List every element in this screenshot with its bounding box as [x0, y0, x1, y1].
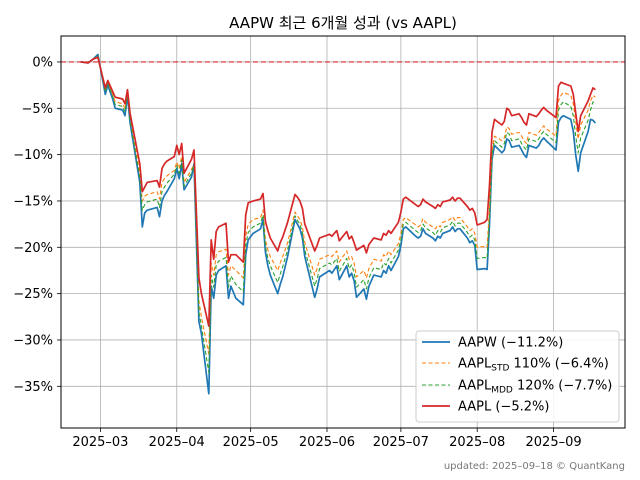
- chart-title: AAPW 최근 6개월 성과 (vs AAPL): [229, 14, 457, 32]
- legend-box: [415, 330, 620, 423]
- y-tick-label: −5%: [21, 102, 53, 117]
- series-line-3: [80, 56, 596, 327]
- y-tick-label: −10%: [13, 148, 53, 163]
- x-tick-label: 2025–06: [299, 435, 355, 450]
- legend: AAPW (−11.2%) AAPLSTD 110% (−6.4%) AAPLMDD…: [415, 330, 620, 423]
- y-tick-label: 0%: [32, 55, 53, 70]
- x-tick-label: 2025–03: [72, 435, 128, 450]
- y-tick-label: −15%: [13, 194, 53, 209]
- x-tick-label: 2025–05: [223, 435, 279, 450]
- x-tick-label: 2025–09: [526, 435, 582, 450]
- legend-entry-0: AAPW (−11.2%): [458, 336, 563, 351]
- x-tick-label: 2025–04: [149, 435, 205, 450]
- x-tick-label: 2025–07: [373, 435, 429, 450]
- footer-credit: updated: 2025–09–18 © QuantKang: [444, 461, 625, 472]
- series-line-2: [80, 54, 596, 373]
- plot-frame: [60, 35, 626, 429]
- y-tick-label: −25%: [13, 287, 53, 302]
- series-line-0: [80, 53, 597, 395]
- grid-lines: [61, 36, 625, 428]
- legend-entry-2: AAPLMDD 120% (−7.7%): [458, 379, 612, 396]
- legend-entry-3: AAPL (−5.2%): [458, 400, 549, 415]
- x-tick-label: 2025–08: [449, 435, 505, 450]
- series-line-1: [80, 55, 596, 355]
- series-lines: [80, 53, 597, 395]
- y-axis-ticks: 0% −5% −10% −15% −20% −25% −30% −35%: [13, 55, 61, 395]
- y-tick-label: −35%: [13, 380, 53, 395]
- y-tick-label: −30%: [13, 333, 53, 348]
- y-tick-label: −20%: [13, 241, 53, 256]
- legend-entry-1: AAPLSTD 110% (−6.4%): [458, 357, 609, 374]
- x-axis-ticks: 2025–03 2025–04 2025–05 2025–06 2025–07 2025–…: [72, 428, 582, 450]
